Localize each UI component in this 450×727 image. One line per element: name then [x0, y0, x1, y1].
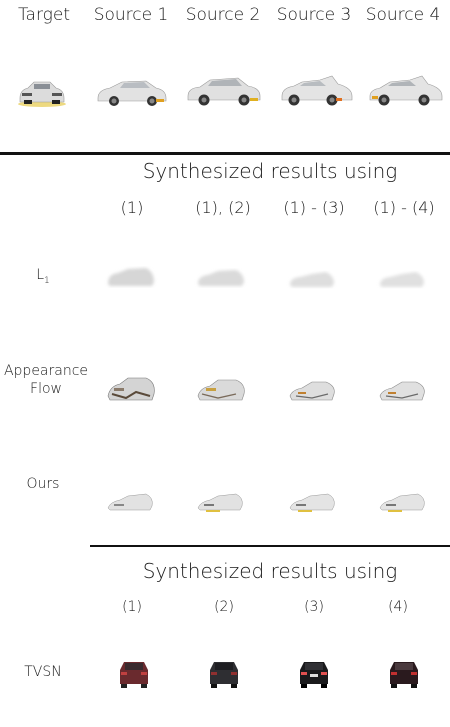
ours-result-3	[289, 493, 335, 512]
header-source-2: Source 2	[185, 5, 261, 25]
row-label-appearance-flow: Appearance Flow	[0, 362, 92, 398]
section-1-col-1: (1)	[120, 198, 144, 217]
ours-result-4	[379, 493, 425, 512]
ours-result-1	[107, 493, 153, 511]
row-label-l1: L1	[8, 266, 78, 290]
row-label-ours: Ours	[26, 476, 60, 492]
row-label-l1-subscript: 1	[44, 275, 50, 286]
tvsn-result-4	[390, 662, 418, 688]
source-4-car-image	[369, 75, 443, 106]
header-source-3: Source 3	[276, 5, 352, 25]
source-1-car-image	[97, 80, 167, 106]
section-1-title: Synthesized results using	[142, 159, 398, 183]
ours-result-2	[197, 493, 243, 512]
header-source-1: Source 1	[93, 5, 169, 25]
section-1-col-3: (1) - (3)	[283, 198, 345, 217]
row-label-flow: Flow	[30, 381, 62, 397]
section-2-col-2: (2)	[214, 599, 234, 615]
source-2-car-image	[187, 77, 261, 106]
section-1-col-2: (1), (2)	[195, 198, 251, 217]
l1-result-2	[198, 270, 244, 286]
header-target: Target	[17, 5, 70, 25]
l1-result-3	[290, 272, 334, 287]
row-label-appearance: Appearance	[3, 363, 89, 379]
section-1-col-4: (1) - (4)	[373, 198, 435, 217]
section-2-title: Synthesized results using	[142, 559, 398, 583]
tvsn-result-1	[120, 662, 148, 688]
section-2-col-3: (3)	[304, 599, 324, 615]
tvsn-result-2	[210, 662, 238, 688]
l1-result-4	[380, 272, 424, 287]
row-label-l1-main: L	[36, 267, 45, 283]
l1-result-1	[108, 268, 154, 286]
appearance-flow-result-1	[107, 377, 155, 401]
appearance-flow-result-2	[197, 379, 245, 401]
section-2-col-1: (1)	[122, 599, 142, 615]
header-source-4: Source 4	[365, 5, 441, 25]
target-car-image	[18, 81, 66, 107]
tvsn-result-3	[300, 662, 328, 688]
section-divider-top	[0, 152, 450, 155]
section-2-col-4: (4)	[388, 599, 408, 615]
appearance-flow-result-3	[289, 381, 335, 401]
row-label-tvsn: TVSN	[24, 664, 62, 680]
section-divider-bottom	[90, 545, 450, 547]
appearance-flow-result-4	[379, 381, 425, 401]
source-3-car-image	[281, 75, 353, 106]
